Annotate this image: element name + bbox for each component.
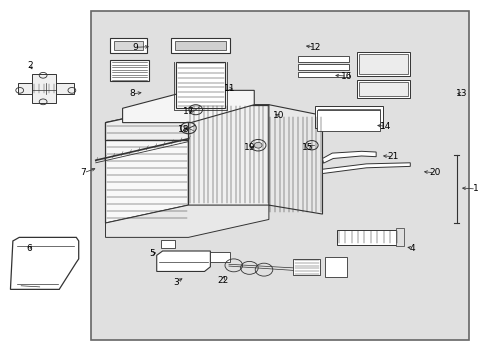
Text: 7: 7 [81, 168, 86, 177]
Polygon shape [188, 105, 268, 205]
Text: 21: 21 [387, 152, 398, 161]
Polygon shape [105, 105, 188, 223]
Text: 18: 18 [178, 125, 189, 134]
Text: 5: 5 [149, 249, 154, 258]
FancyBboxPatch shape [114, 41, 143, 50]
FancyBboxPatch shape [298, 56, 348, 62]
Circle shape [254, 142, 262, 148]
Text: 20: 20 [428, 168, 440, 177]
FancyBboxPatch shape [175, 41, 225, 50]
FancyBboxPatch shape [18, 83, 74, 94]
FancyBboxPatch shape [176, 62, 224, 108]
Text: 2: 2 [27, 61, 33, 70]
Text: 1: 1 [472, 184, 478, 193]
FancyBboxPatch shape [110, 60, 149, 81]
FancyBboxPatch shape [293, 259, 320, 275]
FancyBboxPatch shape [315, 107, 383, 128]
FancyBboxPatch shape [358, 54, 407, 74]
Polygon shape [105, 105, 268, 140]
FancyBboxPatch shape [298, 72, 348, 77]
Text: 3: 3 [173, 278, 179, 287]
FancyBboxPatch shape [171, 38, 229, 53]
Text: 8: 8 [129, 89, 135, 98]
Polygon shape [122, 90, 254, 123]
Polygon shape [322, 151, 375, 163]
FancyBboxPatch shape [336, 230, 397, 244]
Text: 10: 10 [272, 111, 284, 120]
FancyBboxPatch shape [356, 51, 409, 76]
FancyBboxPatch shape [325, 257, 346, 277]
Text: 17: 17 [183, 107, 194, 116]
Text: 13: 13 [455, 89, 466, 98]
FancyBboxPatch shape [110, 38, 147, 53]
Text: 16: 16 [341, 72, 352, 81]
Text: 4: 4 [409, 244, 415, 253]
FancyBboxPatch shape [358, 82, 407, 96]
FancyBboxPatch shape [317, 109, 379, 126]
FancyBboxPatch shape [91, 12, 468, 339]
FancyBboxPatch shape [160, 240, 175, 248]
Polygon shape [322, 163, 409, 174]
Text: 11: 11 [224, 84, 235, 93]
Text: 6: 6 [26, 244, 32, 253]
FancyBboxPatch shape [298, 64, 348, 69]
Text: 15: 15 [302, 143, 313, 152]
FancyBboxPatch shape [395, 228, 404, 246]
Polygon shape [268, 105, 322, 214]
FancyBboxPatch shape [32, 74, 56, 103]
Text: 9: 9 [132, 43, 138, 52]
Polygon shape [157, 251, 210, 271]
Text: 22: 22 [217, 276, 228, 285]
FancyBboxPatch shape [210, 252, 229, 262]
FancyBboxPatch shape [316, 111, 379, 131]
Polygon shape [105, 205, 268, 237]
Text: 12: 12 [309, 43, 320, 52]
Text: 19: 19 [243, 143, 255, 152]
Text: 14: 14 [380, 122, 391, 131]
FancyBboxPatch shape [356, 80, 409, 98]
